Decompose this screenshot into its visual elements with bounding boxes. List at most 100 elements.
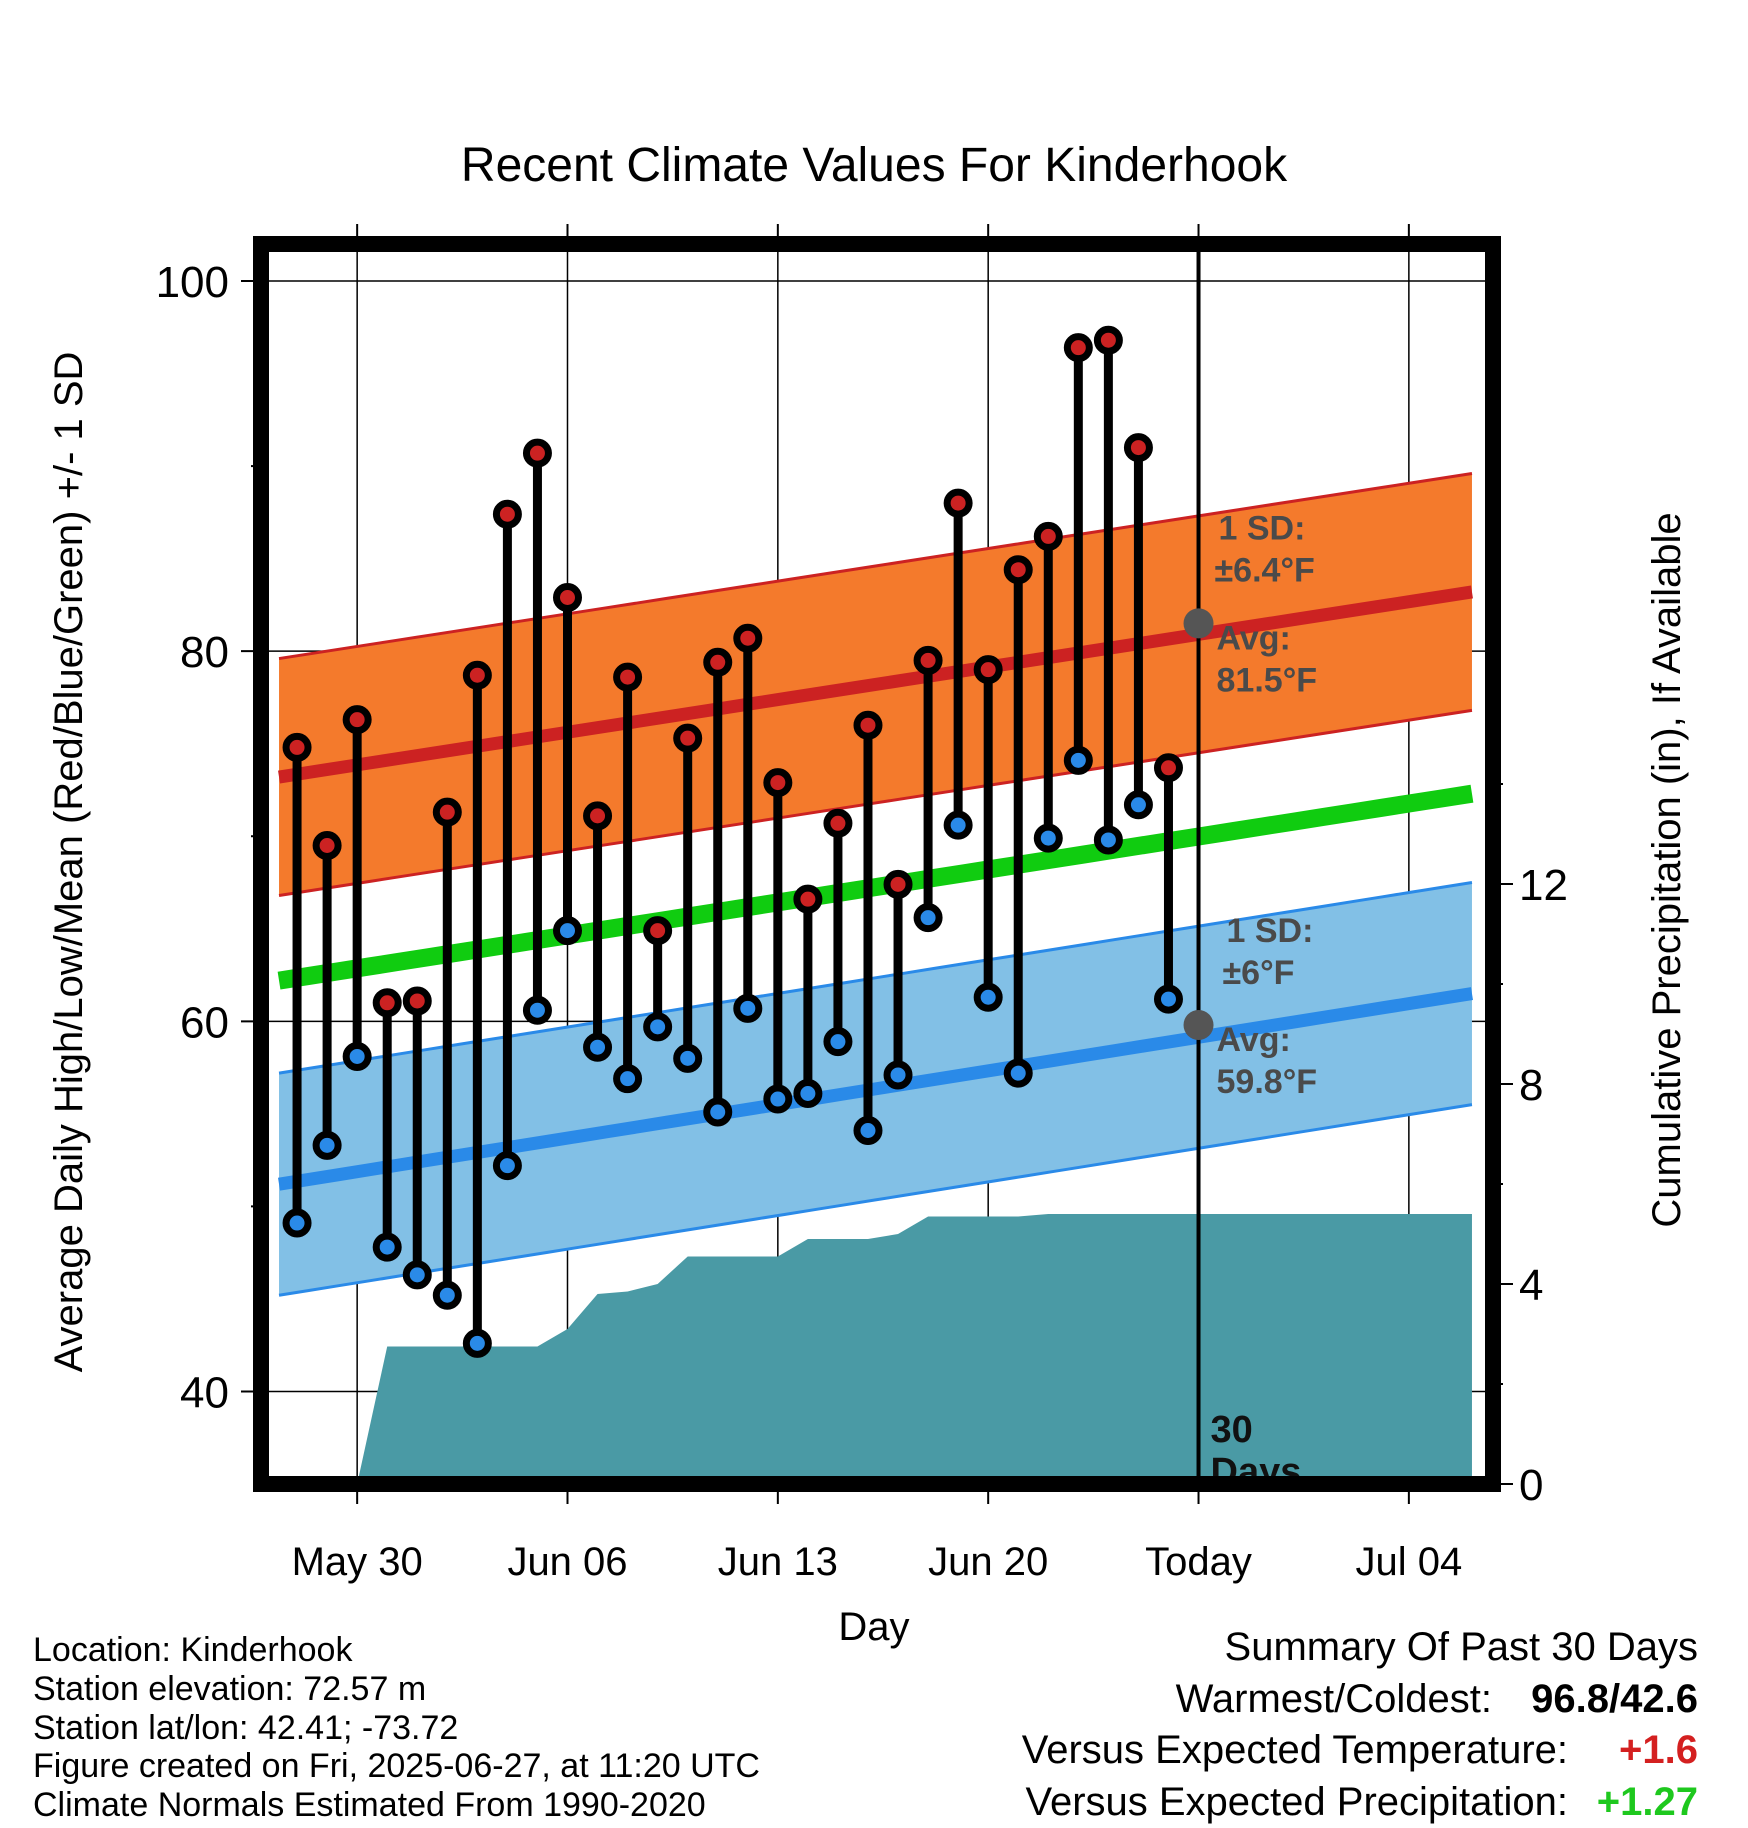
low-point bbox=[522, 995, 552, 1025]
x-tick-label: May 30 bbox=[292, 1540, 423, 1584]
axes: 40 60 80 100 0 4 8 12 May 30 Jun 06 Jun 13 Jun 20 To… bbox=[156, 224, 1568, 1584]
precip-label: Versus Expected Precipitation: bbox=[1025, 1780, 1568, 1824]
high-point bbox=[1093, 325, 1123, 355]
low-point bbox=[372, 1232, 402, 1262]
low-point bbox=[1003, 1058, 1033, 1088]
high-avg-marker bbox=[1183, 608, 1214, 639]
y-left-tick-label: 40 bbox=[180, 1368, 229, 1417]
high-point bbox=[703, 647, 733, 677]
high-point bbox=[943, 488, 973, 518]
y-right-tick-label: 8 bbox=[1519, 1061, 1543, 1110]
high-point bbox=[913, 645, 943, 675]
y-right-tick-label: 4 bbox=[1519, 1261, 1543, 1310]
low-point bbox=[703, 1097, 733, 1127]
low-point bbox=[462, 1328, 492, 1358]
low-avg-marker bbox=[1183, 1010, 1214, 1041]
high-sd-value: ±6.4°F bbox=[1215, 551, 1315, 589]
normal-annotations: 1 SD: ±6.4°F Avg: 81.5°F 1 SD: ±6°F Avg:… bbox=[1215, 509, 1318, 1101]
latlon-note: Station lat/lon: 42.41; -73.72 bbox=[33, 1709, 458, 1747]
normals-note: Climate Normals Estimated From 1990-2020 bbox=[33, 1786, 706, 1824]
low-point bbox=[763, 1084, 793, 1114]
today-days-text: 30 bbox=[1211, 1409, 1253, 1451]
low-point bbox=[1063, 745, 1093, 775]
low-point bbox=[823, 1027, 853, 1057]
high-point bbox=[883, 869, 913, 899]
y-left-tick-label: 80 bbox=[180, 628, 229, 677]
x-axis-label: Day bbox=[838, 1605, 909, 1649]
y-right-tick-label: 0 bbox=[1519, 1461, 1543, 1510]
high-point bbox=[432, 797, 462, 827]
low-point bbox=[793, 1078, 823, 1108]
high-avg-value: 81.5°F bbox=[1217, 661, 1318, 699]
high-point bbox=[282, 732, 312, 762]
low-point bbox=[312, 1130, 342, 1160]
temp-value: +1.6 bbox=[1619, 1728, 1698, 1772]
low-point bbox=[402, 1260, 432, 1290]
low-point bbox=[492, 1151, 522, 1181]
high-point bbox=[1063, 333, 1093, 363]
high-point bbox=[522, 438, 552, 468]
x-tick-label: Jun 13 bbox=[718, 1540, 838, 1584]
low-point bbox=[583, 1032, 613, 1062]
location-note: Location: Kinderhook bbox=[33, 1631, 353, 1669]
high-point bbox=[673, 723, 703, 753]
low-point bbox=[913, 903, 943, 933]
chart-title: Recent Climate Values For Kinderhook bbox=[461, 139, 1288, 192]
y-right-tick-label: 12 bbox=[1519, 861, 1568, 910]
low-point bbox=[342, 1041, 372, 1071]
precip-area bbox=[357, 1214, 1472, 1484]
low-point bbox=[552, 916, 582, 946]
low-point bbox=[1123, 790, 1153, 820]
warm-cold-label: Warmest/Coldest: bbox=[1176, 1677, 1492, 1721]
high-sd-label: 1 SD: bbox=[1219, 509, 1306, 547]
y-axis-label-left: Average Daily High/Low/Mean (Red/Blue/Gr… bbox=[47, 352, 91, 1373]
precip-value: +1.27 bbox=[1597, 1780, 1698, 1824]
high-point bbox=[462, 660, 492, 690]
high-point bbox=[613, 662, 643, 692]
low-point bbox=[1153, 984, 1183, 1014]
low-avg-value: 59.8°F bbox=[1217, 1063, 1318, 1101]
low-point bbox=[943, 810, 973, 840]
high-point bbox=[402, 986, 432, 1016]
x-tick-label: Jun 06 bbox=[507, 1540, 627, 1584]
created-note: Figure created on Fri, 2025-06-27, at 11… bbox=[33, 1747, 760, 1785]
warm-cold-value: 96.8/42.6 bbox=[1531, 1677, 1698, 1721]
low-point bbox=[883, 1060, 913, 1090]
high-point bbox=[372, 988, 402, 1018]
low-point bbox=[733, 993, 763, 1023]
y-axis-label-right: Cumulative Precipitation (in), If Availa… bbox=[1645, 512, 1689, 1227]
high-point bbox=[552, 582, 582, 612]
high-avg-label: Avg: bbox=[1217, 619, 1291, 657]
y-left-tick-label: 100 bbox=[156, 258, 229, 307]
low-avg-label: Avg: bbox=[1217, 1021, 1291, 1059]
low-point bbox=[613, 1064, 643, 1094]
low-point bbox=[1033, 823, 1063, 853]
high-point bbox=[643, 916, 673, 946]
summary-panel: Summary Of Past 30 Days Warmest/Coldest:… bbox=[1022, 1625, 1698, 1824]
x-tick-label: Jul 04 bbox=[1355, 1540, 1462, 1584]
high-sd-band-upper-edge bbox=[278, 472, 1473, 661]
observations bbox=[282, 325, 1214, 1358]
low-point bbox=[282, 1208, 312, 1238]
high-point bbox=[1033, 521, 1063, 551]
temp-label: Versus Expected Temperature: bbox=[1022, 1728, 1568, 1772]
high-point bbox=[853, 710, 883, 740]
x-tick-label: Jun 20 bbox=[928, 1540, 1048, 1584]
high-point bbox=[342, 705, 372, 735]
high-point bbox=[583, 801, 613, 831]
high-point bbox=[1123, 433, 1153, 463]
low-point bbox=[973, 982, 1003, 1012]
low-point bbox=[853, 1116, 883, 1146]
x-tick-label: Today bbox=[1145, 1540, 1252, 1584]
low-sd-label: 1 SD: bbox=[1227, 912, 1314, 950]
high-point bbox=[1003, 555, 1033, 585]
high-point bbox=[733, 623, 763, 653]
station-info: Location: Kinderhook Station elevation: … bbox=[33, 1631, 760, 1824]
low-point bbox=[1093, 825, 1123, 855]
high-point bbox=[793, 884, 823, 914]
precip-area-fill bbox=[357, 1214, 1472, 1484]
low-point bbox=[673, 1043, 703, 1073]
summary-heading: Summary Of Past 30 Days bbox=[1225, 1625, 1698, 1669]
high-point bbox=[763, 768, 793, 798]
